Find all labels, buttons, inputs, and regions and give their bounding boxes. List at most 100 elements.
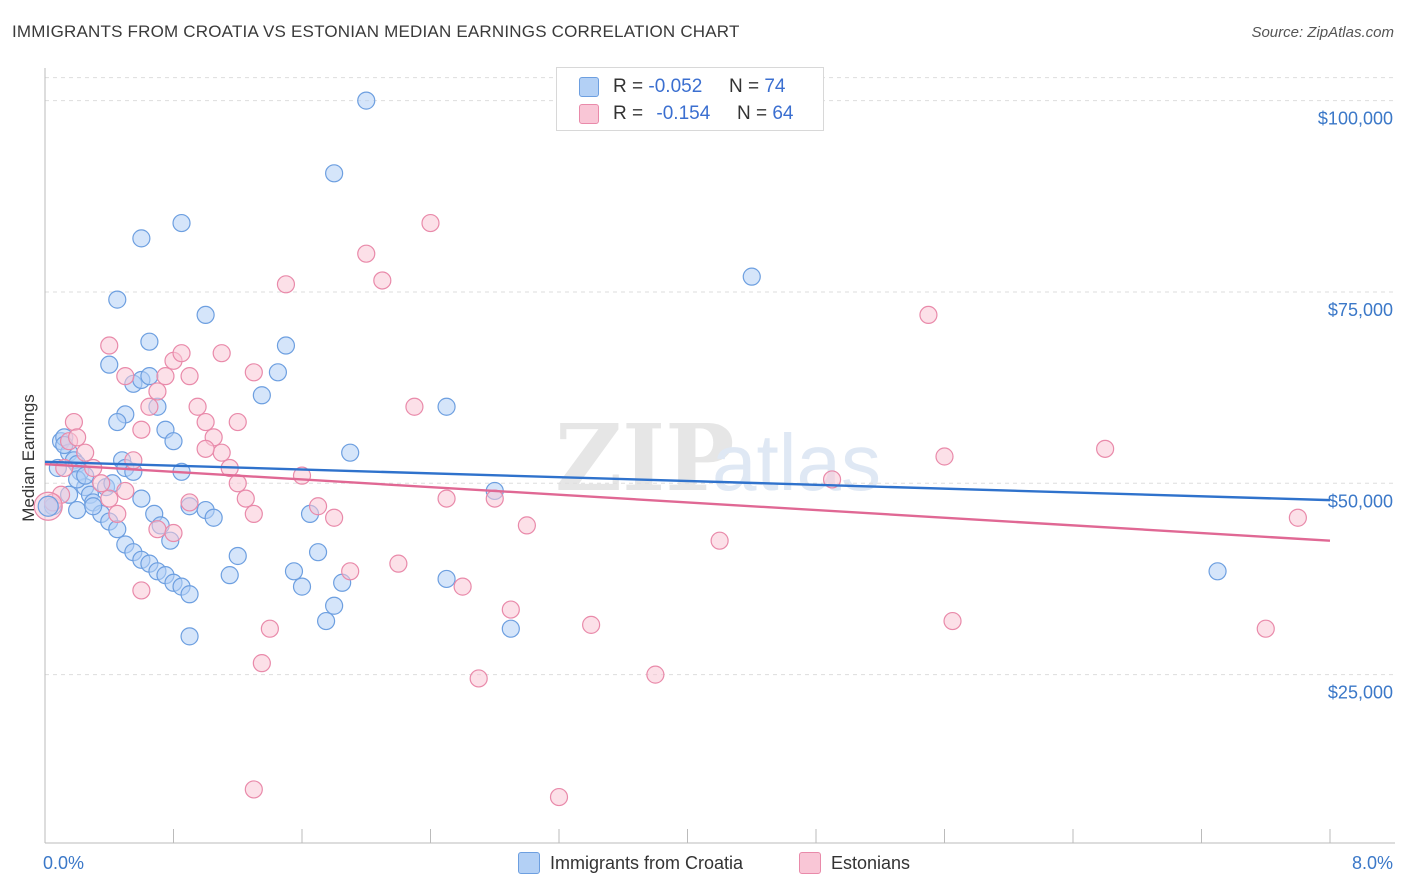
- estonians-point: [244, 780, 263, 799]
- estonians-point: [485, 489, 504, 508]
- estonians-point: [68, 428, 87, 447]
- croatia-point: [108, 520, 127, 539]
- estonians-point: [517, 516, 536, 535]
- x-tick-label: 0.0%: [43, 853, 84, 873]
- axes: [44, 68, 1395, 844]
- estonians-point: [341, 562, 360, 581]
- estonians-point: [1288, 508, 1307, 527]
- croatia-swatch: [579, 77, 599, 97]
- r-value: -0.052: [648, 76, 703, 97]
- croatia-swatch: [518, 852, 540, 874]
- estonians-point: [180, 367, 199, 386]
- n-label: N =: [736, 103, 768, 124]
- croatia-point: [196, 305, 215, 325]
- croatia-point: [276, 336, 296, 355]
- croatia-point: [742, 267, 761, 286]
- croatia-point: [140, 367, 159, 386]
- estonians-point: [437, 489, 456, 508]
- r-value: -0.154: [656, 103, 711, 124]
- estonians-point: [582, 615, 601, 634]
- estonians-point: [646, 665, 665, 684]
- croatia-point: [357, 91, 376, 110]
- estonians-trend-line: [44, 462, 1331, 542]
- croatia-point: [68, 500, 87, 520]
- trend-lines: [44, 460, 1331, 542]
- croatia-point: [228, 546, 247, 566]
- estonians-point: [228, 412, 247, 432]
- estonians-point: [100, 489, 119, 508]
- estonians-point: [276, 275, 296, 294]
- croatia-trend-line: [44, 460, 1331, 502]
- estonians-point: [1096, 439, 1115, 458]
- croatia-point: [308, 543, 328, 562]
- croatia-point: [316, 611, 336, 631]
- estonians-point: [140, 397, 159, 416]
- stats-legend: R = -0.052 N = 74 R = -0.154 N = 64: [556, 67, 824, 131]
- estonians-point: [172, 344, 191, 363]
- croatia-point: [204, 508, 223, 527]
- croatia-point: [268, 363, 288, 382]
- croatia-point: [180, 585, 199, 604]
- axis-labels: $25,000 $50,000 $75,000 $100,000 0.0% 8.0% Med…: [19, 109, 1393, 873]
- estonians-point: [325, 508, 344, 527]
- estonians-point: [501, 600, 520, 619]
- croatia-point: [84, 497, 103, 516]
- croatia-point: [292, 577, 312, 596]
- n-value: 64: [772, 103, 794, 124]
- estonians-point: [244, 504, 263, 524]
- croatia-point: [220, 566, 239, 585]
- y-tick-label: $75,000: [1328, 300, 1393, 320]
- chart-title: IMMIGRANTS FROM CROATIA VS ESTONIAN MEDI…: [12, 22, 740, 41]
- n-label: N =: [728, 76, 760, 97]
- y-tick-label: $100,000: [1318, 109, 1393, 129]
- estonians-point: [212, 443, 231, 462]
- estonians-point: [108, 504, 127, 524]
- croatia-point: [172, 213, 191, 233]
- legend-item-estonians: Estonians: [799, 852, 910, 874]
- croatia-point: [164, 432, 183, 451]
- r-label: R =: [613, 76, 644, 97]
- legend-row-croatia: R = -0.052 N = 74: [579, 74, 785, 100]
- croatia-point: [37, 495, 59, 517]
- estonians-point: [710, 531, 729, 550]
- croatia-point: [437, 569, 456, 589]
- legend-label: Estonians: [831, 852, 911, 873]
- estonians-point: [164, 523, 183, 543]
- estonians-point: [76, 443, 95, 462]
- estonians-point: [148, 382, 167, 401]
- estonians-point: [549, 787, 569, 807]
- estonians-point: [389, 554, 408, 573]
- estonians-point: [196, 439, 215, 458]
- estonians-point: [822, 470, 842, 489]
- estonians-point: [236, 489, 255, 508]
- series-legend: Immigrants from Croatia Estonians: [0, 852, 1406, 878]
- watermark: ZIP: [555, 404, 734, 512]
- estonians-point: [228, 474, 247, 493]
- estonians-swatch: [799, 852, 821, 874]
- y-tick-label: $25,000: [1328, 683, 1393, 703]
- croatia-point: [108, 412, 127, 432]
- croatia-point: [100, 355, 119, 374]
- estonians-point: [919, 305, 938, 325]
- estonians-point: [943, 611, 962, 631]
- estonians-point: [260, 619, 279, 638]
- estonians-point: [188, 397, 207, 416]
- estonians-point: [64, 412, 84, 432]
- estonians-point: [405, 397, 424, 416]
- croatia-point: [132, 229, 151, 248]
- croatia-point: [1208, 562, 1227, 581]
- estonians-point: [180, 493, 199, 512]
- croatia-point: [325, 596, 344, 615]
- croatia-point: [140, 332, 159, 351]
- croatia-point: [252, 386, 271, 405]
- source-credit: Source: ZipAtlas.com: [1251, 24, 1394, 41]
- x-tick-label: 8.0%: [1352, 853, 1393, 873]
- watermark-atlas: atlas: [712, 418, 881, 507]
- estonians-point: [373, 271, 392, 290]
- estonians-point: [244, 363, 263, 382]
- croatia-point: [501, 619, 520, 638]
- croatia-point: [437, 397, 456, 416]
- croatia-point: [284, 562, 304, 581]
- estonians-point: [935, 447, 954, 466]
- croatia-point: [341, 443, 360, 462]
